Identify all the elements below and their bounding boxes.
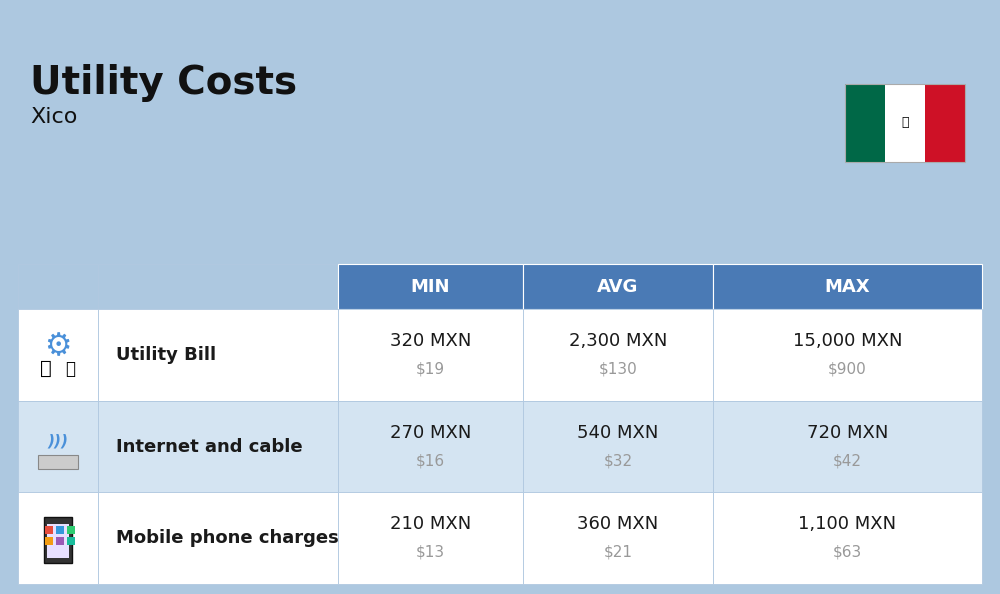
- Text: $32: $32: [603, 453, 633, 468]
- Text: Utility Costs: Utility Costs: [30, 64, 297, 102]
- Text: 270 MXN: 270 MXN: [390, 424, 471, 441]
- Text: 🦅: 🦅: [901, 116, 909, 129]
- Bar: [925, 84, 965, 162]
- Text: Internet and cable: Internet and cable: [116, 438, 303, 456]
- Bar: [713, 401, 982, 492]
- Bar: [338, 309, 523, 401]
- Bar: [67, 537, 75, 545]
- Bar: [98, 401, 338, 492]
- Text: 🔌: 🔌: [40, 359, 52, 378]
- Text: AVG: AVG: [597, 277, 639, 295]
- Bar: [18, 264, 98, 309]
- Bar: [98, 309, 338, 401]
- Text: MAX: MAX: [825, 277, 870, 295]
- Bar: [45, 537, 53, 545]
- Text: Mobile phone charges: Mobile phone charges: [116, 529, 339, 547]
- Text: $13: $13: [416, 545, 445, 560]
- Text: ⚙: ⚙: [44, 332, 72, 361]
- Text: 210 MXN: 210 MXN: [390, 515, 471, 533]
- Text: 15,000 MXN: 15,000 MXN: [793, 332, 902, 350]
- Text: $130: $130: [599, 361, 637, 377]
- Bar: [98, 492, 338, 584]
- Bar: [45, 526, 53, 534]
- Text: 320 MXN: 320 MXN: [390, 332, 471, 350]
- Bar: [44, 517, 72, 563]
- Bar: [885, 84, 925, 162]
- Bar: [56, 537, 64, 545]
- Text: 540 MXN: 540 MXN: [577, 424, 659, 441]
- Bar: [713, 309, 982, 401]
- Text: MIN: MIN: [411, 277, 450, 295]
- Text: 360 MXN: 360 MXN: [577, 515, 659, 533]
- Bar: [845, 84, 885, 162]
- Bar: [338, 264, 523, 309]
- Bar: [338, 492, 523, 584]
- Bar: [338, 401, 523, 492]
- Bar: [713, 492, 982, 584]
- Bar: [47, 524, 69, 558]
- Text: 2,300 MXN: 2,300 MXN: [569, 332, 667, 350]
- Text: Utility Bill: Utility Bill: [116, 346, 216, 364]
- Bar: [523, 264, 713, 309]
- Text: 💧: 💧: [65, 360, 75, 378]
- Bar: [98, 264, 338, 309]
- Text: 1,100 MXN: 1,100 MXN: [798, 515, 897, 533]
- Bar: [713, 264, 982, 309]
- Text: $63: $63: [833, 545, 862, 560]
- Bar: [523, 401, 713, 492]
- Bar: [845, 84, 965, 162]
- Text: $900: $900: [828, 361, 867, 377]
- Text: Xico: Xico: [30, 107, 77, 127]
- Bar: [18, 492, 98, 584]
- Text: $19: $19: [416, 361, 445, 377]
- Bar: [18, 401, 98, 492]
- Text: 720 MXN: 720 MXN: [807, 424, 888, 441]
- Text: $42: $42: [833, 453, 862, 468]
- Bar: [523, 309, 713, 401]
- Bar: [523, 492, 713, 584]
- Bar: [38, 454, 78, 469]
- Bar: [67, 526, 75, 534]
- Bar: [56, 526, 64, 534]
- Bar: [18, 309, 98, 401]
- Text: $16: $16: [416, 453, 445, 468]
- Text: $21: $21: [604, 545, 633, 560]
- Text: ))): ))): [48, 433, 68, 448]
